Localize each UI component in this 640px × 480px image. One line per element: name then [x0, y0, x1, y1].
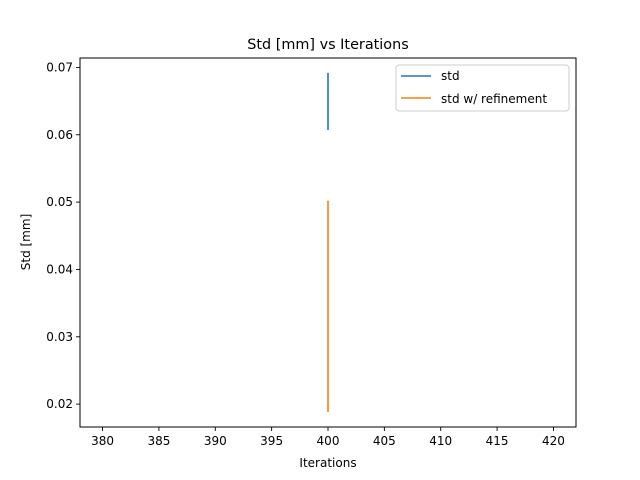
y-tick-label: 0.05 [46, 195, 73, 209]
x-tick-label: 400 [317, 434, 340, 448]
x-tick-label: 420 [542, 434, 565, 448]
x-tick-label: 390 [204, 434, 227, 448]
y-tick-label: 0.02 [46, 397, 73, 411]
x-tick-label: 385 [147, 434, 170, 448]
x-axis-ticks: 380 385 390 395 400 405 410 415 420 [91, 427, 565, 448]
legend-box [395, 64, 570, 112]
y-tick-label: 0.06 [46, 128, 73, 142]
x-tick-label: 405 [373, 434, 396, 448]
legend-entry-std: std [441, 69, 460, 83]
y-tick-label: 0.04 [46, 262, 73, 276]
plot-area-frame [79, 57, 577, 428]
chart-title: Std [mm] vs Iterations [247, 37, 408, 53]
x-tick-label: 415 [486, 434, 509, 448]
legend: std std w/ refinement [395, 64, 570, 112]
x-tick-label: 410 [429, 434, 452, 448]
x-tick-label: 380 [91, 434, 114, 448]
y-tick-label: 0.07 [46, 60, 73, 74]
x-axis-label: Iterations [299, 456, 356, 470]
legend-entry-std-refinement: std w/ refinement [441, 92, 547, 106]
y-tick-label: 0.03 [46, 330, 73, 344]
y-axis-label: Std [mm] [19, 214, 33, 271]
x-tick-label: 395 [260, 434, 283, 448]
y-axis-ticks: 0.02 0.03 0.04 0.05 0.06 0.07 [46, 60, 80, 411]
